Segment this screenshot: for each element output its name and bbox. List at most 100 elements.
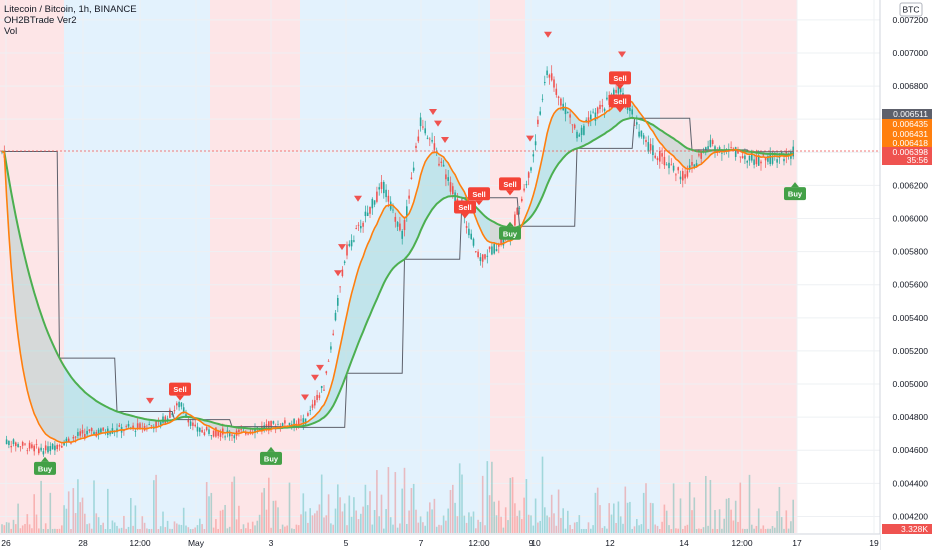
volume-bar [626,502,629,533]
candle-body [217,431,219,436]
candle-body [5,439,8,445]
candle-body [659,151,661,162]
candle-body [231,434,233,436]
candle-body [557,96,560,98]
peak-arrow [146,397,154,404]
volume-bar [150,528,153,533]
candle-body [679,176,682,180]
volume-bar [61,525,63,533]
volume-bar [47,528,49,533]
peak-arrow [338,244,346,251]
volume-bar [748,474,751,533]
volume-bar [166,520,169,533]
volume-bar [348,495,351,533]
volume-bar [136,528,139,533]
signal-label-box [609,71,631,85]
candle-body [615,89,617,93]
volume-bar [146,528,148,533]
candle-body [314,400,316,406]
candle-body [737,150,739,154]
volume-bar [297,525,300,533]
volume-bar [525,479,528,533]
candle-body [688,165,691,170]
candle-body [353,240,355,242]
volume-bar [325,515,328,533]
candle-body [109,431,111,435]
volume-bar [120,527,123,533]
candle-body [668,162,670,169]
candle-body [339,286,341,288]
candle-body [718,147,721,152]
volume-bar [88,523,91,533]
volume-bar [199,518,201,533]
candle-body [240,428,242,430]
volume-bars [1,456,794,533]
candle-body [596,107,599,114]
price-axis[interactable]: 0.0072000.0070000.0068000.0066000.006400… [879,0,932,550]
volume-bar [353,497,355,533]
candle-body [346,244,348,256]
time-tick-label: 12:00 [468,538,490,548]
volume-bar [208,496,210,533]
candle-body [527,172,530,178]
candle-body [343,261,346,263]
volume-bar [153,480,155,533]
volume-bar [553,513,555,533]
indicator-name[interactable]: OH2BTrade Ver2 [4,15,77,26]
volume-bar [86,524,88,533]
candle-body [65,438,68,442]
candle-body [364,211,367,217]
candle-body [603,108,606,111]
candle-body [757,155,760,166]
volume-indicator-name[interactable]: Vol [4,26,18,37]
candle-body [84,434,86,438]
candle-body [396,222,399,227]
candle-body [31,444,33,448]
candle-body [134,430,137,432]
volume-bar [362,506,364,533]
volume-bar [417,522,420,533]
peak-arrow [618,51,626,58]
price-axis-value-text: 0.006431 [893,129,929,139]
candle-body [739,156,742,158]
volume-bar [744,528,746,533]
candle-body [136,423,139,428]
volume-bar [619,516,622,533]
volume-bar [19,528,22,533]
candle-body [573,124,576,129]
price-axis-value-text: 35:56 [907,155,929,165]
signal-label: Buy [38,464,53,473]
candle-body [711,140,714,144]
volume-bar [567,510,569,533]
candle-body [534,141,537,146]
volume-bar [541,456,544,533]
candle-body [284,420,286,424]
volume-bar [228,526,231,533]
time-axis[interactable]: 26 28 12:00 May 3 5 7 12:00 910 12 14 12:00 17 19 [0,533,880,550]
volume-bar [173,521,176,533]
volume-bar [596,487,599,533]
volume-bar [309,508,311,533]
symbol-title[interactable]: Litecoin / Bitcoin, 1h, BINANCE [4,4,137,15]
volume-bar [263,488,265,533]
candle-body [677,167,679,171]
volume-bar [599,505,601,533]
volume-bar [323,517,325,533]
candle-body [587,117,590,124]
candle-body [180,402,183,407]
volume-bar [514,503,516,533]
candle-body [228,431,231,437]
candle-body [61,446,63,448]
candle-body [320,386,323,389]
candle-body [300,419,302,421]
volume-bar [546,515,548,533]
volume-bar [484,525,486,533]
candle-body [350,240,353,247]
signal-pointer [267,446,275,452]
candle-body [470,233,472,240]
signal-pointer [506,221,514,227]
volume-bar [189,528,192,533]
volume-bar [235,519,238,533]
volume-bar [479,521,482,533]
